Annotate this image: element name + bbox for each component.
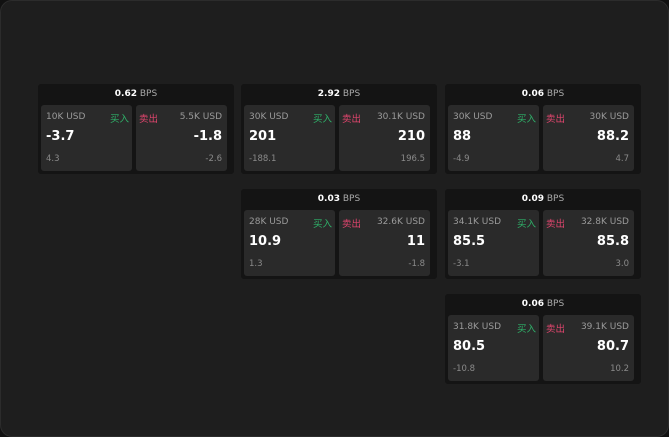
quote-widget: 2.92 BPS 30K USD 买入 201 -188.1 卖出 30.1K …: [241, 84, 437, 174]
sell-change: 10.2: [610, 364, 629, 374]
quote-widget: 0.09 BPS 34.1K USD 买入 85.5 -3.1 卖出 32.8K…: [445, 189, 641, 279]
quote-widget: 0.06 BPS 30K USD 买入 88 -4.9 卖出 30K USD 8…: [445, 84, 641, 174]
buy-price: 88: [453, 129, 472, 144]
buy-button[interactable]: 30K USD 买入 201 -188.1: [244, 105, 335, 171]
spread-header: 0.09 BPS: [445, 189, 641, 209]
buy-quantity: 30K USD: [249, 112, 289, 122]
sell-label: 卖出: [139, 114, 159, 125]
sell-price: 88.2: [596, 129, 629, 144]
sell-label: 卖出: [342, 114, 362, 125]
sell-button[interactable]: 卖出 32.8K USD 85.8 3.0: [543, 210, 634, 276]
sell-change: 3.0: [615, 259, 629, 269]
buy-button[interactable]: 28K USD 买入 10.9 1.3: [244, 210, 335, 276]
buy-quantity: 30K USD: [453, 112, 493, 122]
spread-unit: BPS: [342, 89, 361, 99]
sell-label: 卖出: [342, 219, 362, 230]
buy-change: -3.1: [453, 259, 470, 269]
buy-label: 买入: [516, 324, 536, 335]
buy-change: 4.3: [46, 154, 60, 164]
spread-header: 0.62 BPS: [38, 84, 234, 104]
spread-value: 0.62: [114, 89, 137, 99]
sell-change: -2.6: [205, 154, 222, 164]
sell-label: 卖出: [546, 114, 566, 125]
buy-quantity: 10K USD: [46, 112, 86, 122]
sell-quantity: 30K USD: [589, 112, 629, 122]
sell-button[interactable]: 卖出 30.1K USD 210 196.5: [339, 105, 430, 171]
buy-change: 1.3: [249, 259, 263, 269]
buy-label: 买入: [516, 219, 536, 230]
buy-price: 80.5: [453, 339, 486, 354]
spread-unit: BPS: [342, 194, 361, 204]
buy-quantity: 28K USD: [249, 217, 289, 227]
sell-button[interactable]: 卖出 32.6K USD 11 -1.8: [339, 210, 430, 276]
spread-value: 0.09: [521, 194, 544, 204]
spread-header: 0.03 BPS: [241, 189, 437, 209]
sell-quantity: 30.1K USD: [376, 112, 425, 122]
quote-widget: 0.06 BPS 31.8K USD 买入 80.5 -10.8 卖出 39.1…: [445, 294, 641, 384]
sell-price: -1.8: [193, 129, 222, 144]
sell-quantity: 39.1K USD: [580, 322, 629, 332]
sell-change: 196.5: [400, 154, 425, 164]
buy-button[interactable]: 34.1K USD 买入 85.5 -3.1: [448, 210, 539, 276]
quote-widget: 0.62 BPS 10K USD 买入 -3.7 4.3 卖出 5.5K USD…: [38, 84, 234, 174]
sell-button[interactable]: 卖出 30K USD 88.2 4.7: [543, 105, 634, 171]
buy-label: 买入: [109, 114, 129, 125]
spread-header: 0.06 BPS: [445, 294, 641, 314]
buy-button[interactable]: 30K USD 买入 88 -4.9: [448, 105, 539, 171]
buy-label: 买入: [312, 114, 332, 125]
spread-unit: BPS: [139, 89, 158, 99]
sell-price: 11: [406, 234, 425, 249]
buy-quantity: 34.1K USD: [453, 217, 502, 227]
spread-value: 0.06: [521, 89, 544, 99]
sell-quantity: 5.5K USD: [179, 112, 222, 122]
buy-price: 85.5: [453, 234, 486, 249]
spread-unit: BPS: [546, 89, 565, 99]
sell-quantity: 32.6K USD: [376, 217, 425, 227]
buy-change: -10.8: [453, 364, 475, 374]
buy-label: 买入: [312, 219, 332, 230]
spread-header: 0.06 BPS: [445, 84, 641, 104]
sell-label: 卖出: [546, 219, 566, 230]
buy-button[interactable]: 10K USD 买入 -3.7 4.3: [41, 105, 132, 171]
buy-button[interactable]: 31.8K USD 买入 80.5 -10.8: [448, 315, 539, 381]
sell-change: 4.7: [615, 154, 629, 164]
buy-change: -4.9: [453, 154, 470, 164]
spread-header: 2.92 BPS: [241, 84, 437, 104]
spread-value: 0.03: [317, 194, 340, 204]
buy-label: 买入: [516, 114, 536, 125]
sell-button[interactable]: 卖出 39.1K USD 80.7 10.2: [543, 315, 634, 381]
buy-quantity: 31.8K USD: [453, 322, 502, 332]
spread-value: 0.06: [521, 299, 544, 309]
sell-button[interactable]: 卖出 5.5K USD -1.8 -2.6: [136, 105, 227, 171]
buy-price: 201: [249, 129, 277, 144]
quote-widget: 0.03 BPS 28K USD 买入 10.9 1.3 卖出 32.6K US…: [241, 189, 437, 279]
sell-price: 210: [397, 129, 425, 144]
spread-unit: BPS: [546, 299, 565, 309]
buy-change: -188.1: [249, 154, 277, 164]
sell-label: 卖出: [546, 324, 566, 335]
spread-unit: BPS: [546, 194, 565, 204]
sell-price: 80.7: [596, 339, 629, 354]
buy-price: -3.7: [46, 129, 75, 144]
sell-price: 85.8: [596, 234, 629, 249]
sell-quantity: 32.8K USD: [580, 217, 629, 227]
sell-change: -1.8: [408, 259, 425, 269]
spread-value: 2.92: [317, 89, 340, 99]
buy-price: 10.9: [249, 234, 282, 249]
